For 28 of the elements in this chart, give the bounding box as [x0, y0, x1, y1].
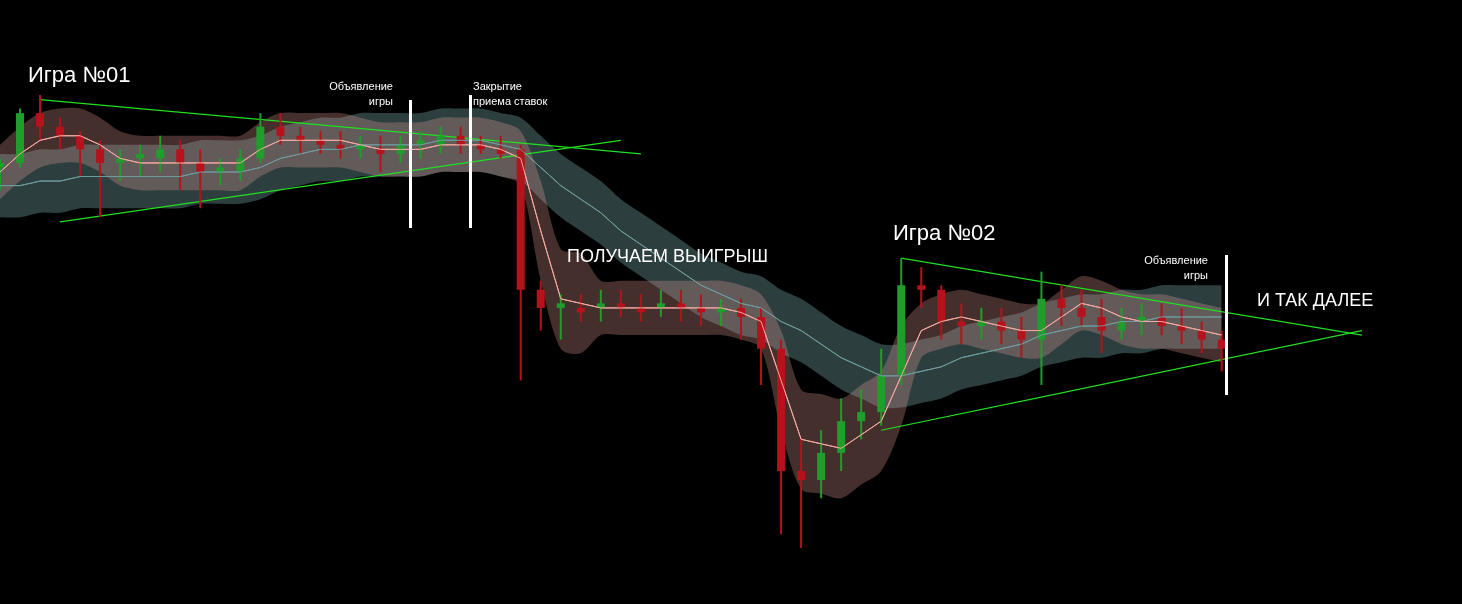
annotation: И ТАК ДАЛЕЕ — [1257, 290, 1374, 310]
candlestick — [36, 94, 45, 142]
candlestick — [1117, 306, 1126, 341]
candlestick — [797, 438, 806, 549]
candlestick — [1017, 315, 1026, 359]
candlestick — [857, 388, 866, 441]
candlestick — [556, 293, 565, 341]
candlestick — [536, 279, 545, 332]
candlestick — [76, 130, 85, 178]
candlestick — [56, 116, 65, 151]
candlestick — [1097, 297, 1106, 355]
candlestick — [176, 139, 185, 192]
candlestick — [1197, 320, 1206, 355]
candlestick — [376, 134, 385, 174]
annotation: ПОЛУЧАЕМ ВЫИГРЫШ — [567, 246, 769, 266]
candlestick — [1077, 288, 1086, 328]
candlestick — [116, 148, 125, 183]
text: Игра №01 — [28, 62, 131, 87]
candlestick — [917, 266, 926, 309]
annotation: Игра №02 — [893, 220, 996, 245]
candlestick — [156, 134, 165, 174]
annotation: Объявление игры — [329, 80, 394, 107]
candlestick — [1177, 306, 1186, 346]
candlestick — [276, 112, 285, 146]
annotation: Объявление игры — [1144, 254, 1209, 281]
candlestick — [1057, 284, 1066, 328]
annotation: Закрытие приема ставок — [473, 80, 548, 107]
candlestick — [96, 139, 105, 219]
